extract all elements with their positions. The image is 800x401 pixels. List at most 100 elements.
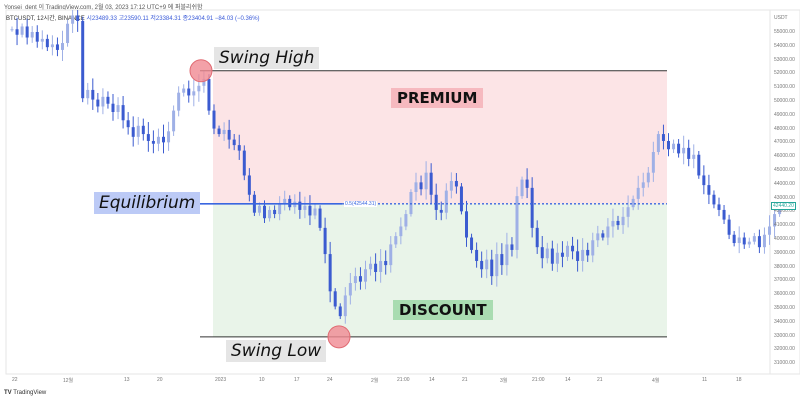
candle-body xyxy=(591,240,595,256)
candle-body xyxy=(576,251,580,261)
candle-body xyxy=(525,179,529,188)
candle-body xyxy=(641,182,645,188)
candle-body xyxy=(61,43,64,50)
candle-body xyxy=(303,205,307,210)
x-tick-label: 22 xyxy=(12,377,18,383)
candle-body xyxy=(353,276,357,284)
candle-body xyxy=(374,263,378,272)
candle-body xyxy=(237,145,241,151)
x-tick-label: 18 xyxy=(736,377,742,383)
candle-body xyxy=(773,214,777,227)
candle-body xyxy=(348,283,352,296)
candle-body xyxy=(232,139,236,146)
candle-body xyxy=(495,254,499,277)
y-tick-label: 32000.00 xyxy=(774,346,795,353)
candle-body xyxy=(141,125,145,135)
candle-body xyxy=(328,254,332,292)
candle-body xyxy=(762,234,766,248)
candle-body xyxy=(212,110,216,129)
candle-body xyxy=(480,260,484,270)
candle-body xyxy=(515,196,519,250)
candle-body xyxy=(747,241,751,245)
candle-body xyxy=(116,105,120,112)
candle-body xyxy=(757,236,761,248)
y-tick-label: 45000.00 xyxy=(774,167,795,173)
x-tick-label: 2023 xyxy=(215,377,227,383)
candle-body xyxy=(651,152,655,173)
candle-body xyxy=(540,247,544,259)
y-tick-label: 53000.00 xyxy=(774,56,795,63)
x-tick-label: 3월 xyxy=(500,378,508,384)
candle-body xyxy=(404,214,408,227)
discount-label: DISCOUNT xyxy=(393,300,493,320)
candle-body xyxy=(560,252,564,257)
candle-body xyxy=(465,211,468,238)
x-tick-label: 12월 xyxy=(63,378,74,384)
equilibrium-level-label: 0.5(42544.31) xyxy=(344,201,378,207)
symbol-name[interactable]: BTCUSDT, 12시간, BINANCE xyxy=(6,16,85,22)
candle-body xyxy=(207,78,211,111)
candle-body xyxy=(454,180,458,187)
candle-body xyxy=(667,140,670,150)
candle-body xyxy=(631,198,635,208)
candle-body xyxy=(485,259,489,270)
premium-label: PREMIUM xyxy=(391,88,484,108)
candle-body xyxy=(182,88,186,93)
candle-body xyxy=(91,89,95,100)
candle-body xyxy=(222,129,226,135)
ohlc-change: −84.03 (−0.36%) xyxy=(214,16,260,22)
candle-body xyxy=(389,244,393,266)
candle-body xyxy=(86,89,90,99)
candle-body xyxy=(727,219,731,235)
y-tick-label: 50000.00 xyxy=(774,98,795,104)
candle-body xyxy=(162,136,165,143)
x-tick-label: 14 xyxy=(429,377,435,383)
candle-body xyxy=(444,190,448,213)
candle-body xyxy=(626,207,630,217)
ohlc-low: 저23384.31 xyxy=(150,16,181,22)
candle-body xyxy=(283,198,287,204)
x-tick-label: 21:00 xyxy=(532,377,545,383)
candle-body xyxy=(308,205,312,216)
candle-body xyxy=(35,32,39,42)
x-tick-label: 2월 xyxy=(371,378,379,384)
candle-body xyxy=(167,131,171,143)
candle-body xyxy=(313,208,317,216)
y-tick-label: 42000.00 xyxy=(774,208,795,215)
x-tick-label: 13 xyxy=(124,377,130,383)
candle-body xyxy=(434,194,438,210)
candle-body xyxy=(379,260,383,272)
candle-body xyxy=(646,172,650,183)
y-tick-label: 51000.00 xyxy=(774,84,795,91)
candle-body xyxy=(677,143,681,154)
candle-body xyxy=(409,192,413,215)
candle-body xyxy=(530,187,534,228)
candle-body xyxy=(510,244,514,250)
candle-body xyxy=(217,128,221,135)
candle-body xyxy=(697,154,701,176)
y-tick-label: 35000.00 xyxy=(774,305,795,311)
brand-text: TradingView xyxy=(13,390,47,396)
y-tick-label: 39000.00 xyxy=(774,249,795,256)
candle-body xyxy=(535,227,539,248)
candle-body xyxy=(550,248,554,264)
y-tick-label: 40000.00 xyxy=(774,236,795,242)
candle-body xyxy=(384,260,388,266)
candle-body xyxy=(682,147,686,154)
y-tick-label: 54000.00 xyxy=(774,42,795,49)
candle-body xyxy=(40,38,44,42)
candle-body xyxy=(298,201,302,210)
candle-body xyxy=(712,194,716,205)
candle-body xyxy=(752,236,756,242)
candle-body xyxy=(571,245,575,252)
candle-body xyxy=(717,204,721,210)
x-tick-label: 17 xyxy=(294,377,300,383)
candle-body xyxy=(505,244,509,266)
candle-body xyxy=(172,110,176,132)
candle-body xyxy=(581,249,585,261)
candle-body xyxy=(50,44,54,48)
candle-body xyxy=(661,134,665,141)
x-tick-label: 14 xyxy=(565,377,571,383)
tradingview-logo: TV TradingView xyxy=(4,390,47,396)
candle-body xyxy=(15,29,19,35)
